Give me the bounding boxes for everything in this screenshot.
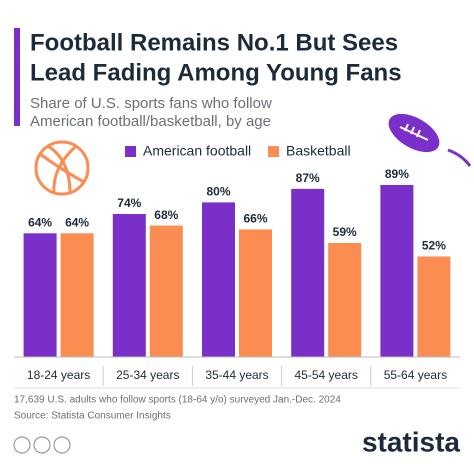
value-label: 89% xyxy=(385,167,409,181)
legend-label: American football xyxy=(143,143,251,159)
license-icons xyxy=(13,436,71,454)
bar xyxy=(23,233,57,357)
legend-swatch xyxy=(268,146,279,157)
chart-title: Football Remains No.1 But Sees xyxy=(30,29,398,56)
subtitle: American football/basketball, by age xyxy=(30,113,271,130)
legend-label: Basketball xyxy=(286,143,351,159)
football-icon xyxy=(388,113,472,167)
brand-logo: statista xyxy=(362,426,460,457)
bar xyxy=(60,233,94,357)
x-tick-label: 55-64 years xyxy=(384,368,447,382)
bar xyxy=(291,188,325,357)
bar xyxy=(149,225,183,357)
bar xyxy=(328,242,362,357)
bar xyxy=(239,229,272,357)
plot: 18-24 years 64% 64% 25-34 years 74% 68% 35-44 … xyxy=(14,167,460,386)
value-label: 64% xyxy=(65,215,89,229)
value-label: 66% xyxy=(243,212,267,226)
legend: American football Basketball xyxy=(125,143,351,159)
basketball-icon xyxy=(34,140,90,196)
x-tick-label: 35-44 years xyxy=(205,368,268,382)
value-label: 59% xyxy=(333,225,357,239)
value-label: 64% xyxy=(28,215,52,229)
x-tick-label: 45-54 years xyxy=(295,368,358,382)
source: Source: Statista Consumer Insights xyxy=(14,411,171,422)
chart-title: Lead Fading Among Young Fans xyxy=(30,59,402,86)
value-label: 68% xyxy=(154,208,178,222)
legend-swatch xyxy=(125,146,136,157)
accent-bar xyxy=(14,28,20,126)
value-label: 80% xyxy=(206,185,230,199)
bar xyxy=(417,256,451,357)
subtitle: Share of U.S. sports fans who follow xyxy=(30,95,272,112)
value-label: 74% xyxy=(117,196,141,210)
note: 17,639 U.S. adults who follow sports (18… xyxy=(14,395,341,406)
value-label: 87% xyxy=(296,171,320,185)
bar xyxy=(202,202,235,357)
x-tick-label: 18-24 years xyxy=(27,368,90,382)
value-label: 52% xyxy=(422,239,446,253)
bar xyxy=(380,185,414,357)
x-tick-label: 25-34 years xyxy=(116,368,179,382)
bar xyxy=(112,213,146,357)
